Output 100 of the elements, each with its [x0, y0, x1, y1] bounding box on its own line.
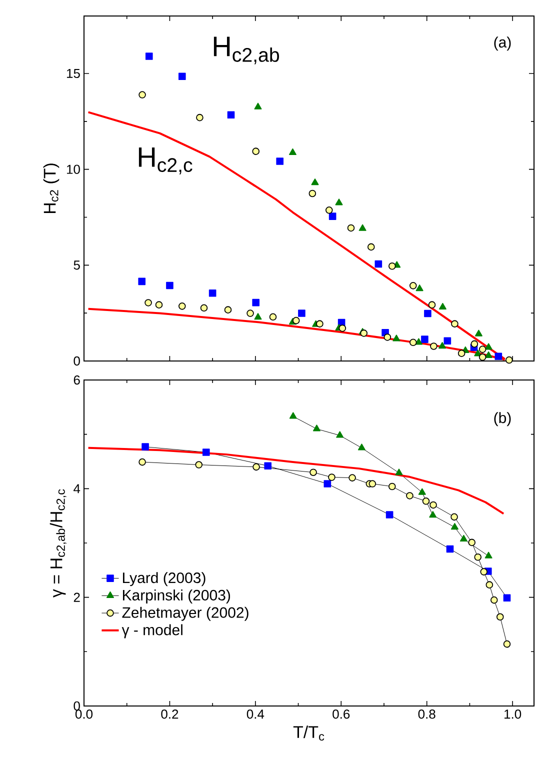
point: [368, 480, 376, 488]
x-tick-label: 0.0: [75, 710, 93, 719]
legend-label: Karpinski (2003): [122, 589, 230, 604]
x-tick-label: 0.6: [332, 710, 350, 719]
legend-label: γ - model: [122, 624, 182, 638]
point: [418, 488, 426, 495]
point: [468, 538, 476, 546]
legend-label: Zehetmayer (2002): [122, 606, 248, 621]
point: [178, 302, 186, 310]
point: [484, 343, 492, 350]
y-axis-title: γ = H$_{c2,ab}$/H$_{c2,c}$: [50, 489, 66, 598]
point: [414, 338, 422, 345]
point: [451, 320, 458, 328]
point: [388, 262, 396, 270]
point: [288, 148, 296, 156]
point: [409, 338, 417, 346]
annotation: (a): [494, 36, 511, 51]
point: [348, 474, 356, 482]
point: [474, 330, 482, 336]
point: [246, 310, 254, 317]
point: [325, 206, 333, 214]
point: [478, 354, 486, 361]
point: [227, 111, 235, 119]
point: [338, 324, 346, 332]
x-axis-title: T/T$_{c}$: [293, 726, 324, 741]
point: [155, 301, 163, 308]
point: [505, 356, 513, 364]
point: [444, 337, 452, 345]
point: [384, 334, 392, 341]
point: [458, 350, 466, 357]
point: [450, 513, 458, 521]
point: [328, 474, 336, 481]
point: [388, 482, 396, 490]
point: [416, 284, 424, 292]
line-series: [87, 446, 505, 515]
y-axis-title: H$_{c2}$ (T): [43, 164, 60, 213]
point: [200, 304, 208, 312]
point: [138, 278, 146, 286]
point: [311, 178, 319, 186]
y-tick-label: 2: [74, 592, 80, 602]
point: [494, 352, 502, 360]
point: [474, 350, 482, 356]
point: [478, 346, 486, 353]
point: [503, 640, 511, 648]
point: [316, 320, 324, 328]
point: [406, 492, 414, 500]
point: [252, 298, 260, 306]
point: [470, 340, 478, 348]
point: [386, 511, 394, 518]
point: [195, 461, 203, 468]
point: [224, 306, 232, 314]
point: [484, 351, 492, 358]
point: [264, 462, 272, 470]
point: [496, 613, 504, 621]
point: [429, 511, 437, 518]
point: [374, 260, 382, 268]
point: [276, 158, 284, 165]
y-tick-label: 0: [74, 356, 80, 366]
point: [474, 553, 482, 561]
point: [138, 458, 146, 466]
x-tick-label: 0.8: [418, 710, 436, 719]
y-tick-label: 0: [74, 701, 80, 711]
point: [424, 310, 432, 318]
point: [145, 52, 153, 60]
annotation: H$_{c2,c}$: [138, 147, 192, 174]
point: [138, 91, 146, 98]
point: [421, 336, 428, 343]
point: [486, 581, 494, 588]
annotation: H$_{c2,ab}$: [214, 36, 280, 64]
point: [490, 596, 498, 604]
y-tick-label: 5: [74, 260, 80, 270]
point: [202, 448, 210, 456]
point: [484, 552, 492, 558]
point: [409, 282, 417, 290]
point: [358, 444, 366, 450]
point: [324, 480, 332, 488]
point: [395, 468, 403, 476]
point: [460, 534, 468, 542]
point: [428, 301, 436, 308]
point: [392, 334, 400, 342]
point: [430, 501, 437, 509]
point: [254, 313, 262, 320]
annotation: (b): [494, 412, 511, 426]
point: [430, 342, 438, 350]
point: [269, 313, 277, 321]
point: [450, 522, 458, 530]
x-tick-label: 1.0: [504, 710, 522, 719]
point: [335, 198, 343, 206]
point: [503, 594, 511, 602]
point: [312, 424, 320, 432]
point: [142, 443, 149, 450]
point: [289, 412, 297, 419]
y-tick-label: 6: [74, 375, 80, 385]
point: [252, 148, 260, 155]
legend-label: Lyard (2003): [122, 572, 206, 586]
point: [347, 224, 355, 232]
point: [144, 299, 152, 306]
point: [480, 568, 488, 576]
point: [178, 72, 186, 80]
x-tick-label: 0.4: [246, 710, 264, 719]
